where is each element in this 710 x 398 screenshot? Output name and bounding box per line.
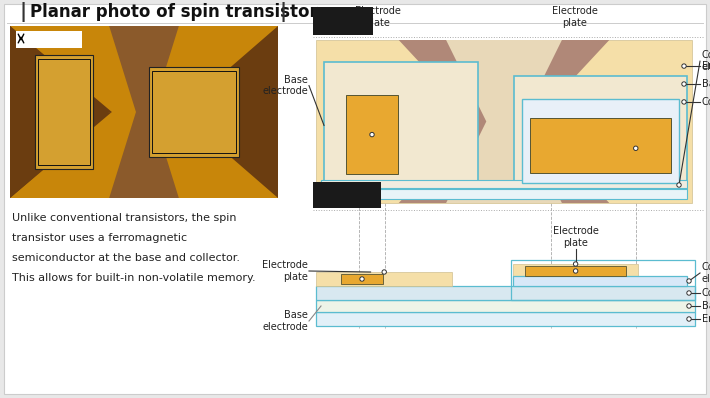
Bar [149, 67, 239, 157]
Text: Electrode
plate: Electrode plate [552, 226, 599, 248]
Text: |: | [280, 2, 287, 22]
Circle shape [633, 146, 638, 150]
Bar [153, 71, 236, 153]
Polygon shape [10, 112, 112, 198]
Text: Planar
view: Planar view [324, 10, 362, 32]
Text: Electrode
plate: Electrode plate [552, 6, 598, 28]
Text: 30μm: 30μm [27, 34, 62, 44]
Circle shape [370, 133, 374, 137]
Bar [10, 26, 278, 198]
Bar [316, 286, 695, 300]
Circle shape [574, 269, 578, 273]
Polygon shape [446, 40, 562, 203]
Bar [341, 274, 383, 284]
Circle shape [687, 304, 692, 308]
Text: Collector: Collector [702, 97, 710, 107]
Bar [513, 264, 638, 278]
Text: Electrode
plate: Electrode plate [262, 260, 308, 282]
Circle shape [687, 317, 692, 321]
Circle shape [677, 183, 681, 187]
Bar [525, 266, 626, 276]
Circle shape [687, 291, 692, 295]
Circle shape [682, 82, 686, 86]
Text: Collector: Collector [702, 288, 710, 298]
Text: Base
electrode: Base electrode [262, 75, 308, 96]
Polygon shape [109, 26, 179, 112]
Circle shape [360, 277, 364, 281]
Text: Base: Base [702, 301, 710, 311]
Circle shape [682, 64, 686, 68]
Text: Emitter: Emitter [702, 314, 710, 324]
Polygon shape [109, 112, 179, 198]
Bar [313, 182, 381, 208]
Polygon shape [10, 26, 109, 198]
Bar [313, 7, 373, 35]
Text: This allows for built-in non-volatile memory.: This allows for built-in non-volatile me… [12, 273, 256, 283]
Text: semiconductor at the base and collector.: semiconductor at the base and collector. [12, 253, 240, 263]
Bar [346, 95, 398, 174]
Text: transistor uses a ferromagnetic: transistor uses a ferromagnetic [12, 233, 187, 243]
Bar [316, 312, 695, 326]
Bar [511, 260, 695, 300]
Text: Electrode
plate: Electrode plate [355, 6, 401, 28]
Bar [513, 276, 687, 286]
Polygon shape [10, 26, 112, 121]
Bar [514, 76, 687, 193]
Polygon shape [179, 26, 278, 198]
Bar [321, 189, 687, 199]
Bar [324, 62, 478, 189]
Text: Base: Base [702, 79, 710, 89]
Polygon shape [399, 40, 609, 203]
Text: Collector
electrode: Collector electrode [702, 262, 710, 284]
Circle shape [574, 262, 578, 266]
Text: Cross-
section: Cross- section [326, 184, 368, 206]
Text: Emitter: Emitter [702, 61, 710, 71]
Text: Base
electrode: Base electrode [262, 310, 308, 332]
Bar [522, 98, 679, 183]
Bar [321, 180, 687, 188]
Text: Unlike conventional transistors, the spin: Unlike conventional transistors, the spi… [12, 213, 236, 223]
Bar [316, 40, 692, 203]
Polygon shape [10, 26, 112, 121]
Bar [530, 118, 671, 173]
Bar [35, 55, 93, 169]
Circle shape [682, 100, 686, 104]
Bar [316, 300, 695, 312]
Bar [16, 31, 82, 48]
Text: Collector
electrode: Collector electrode [702, 51, 710, 72]
Bar [316, 272, 452, 286]
Text: |: | [20, 2, 27, 22]
Text: Planar photo of spin transistor: Planar photo of spin transistor [30, 3, 318, 21]
Circle shape [382, 270, 386, 274]
Bar [38, 59, 90, 165]
Circle shape [687, 279, 692, 283]
